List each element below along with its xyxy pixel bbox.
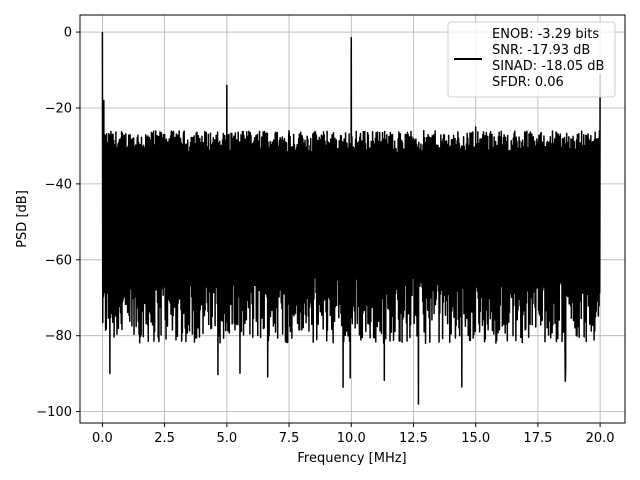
x-tick-label: 5.0: [216, 431, 237, 446]
y-tick-label: −100: [36, 405, 72, 420]
y-tick-label: −60: [45, 253, 72, 268]
y-tick-label: −20: [45, 101, 72, 116]
y-tick-label: −80: [45, 329, 72, 344]
x-tick-label: 17.5: [523, 431, 552, 446]
series-psd: [101, 32, 601, 405]
legend-box: [447, 21, 616, 98]
y-tick-label: −40: [45, 177, 72, 192]
x-tick-label: 2.5: [154, 431, 175, 446]
legend: ENOB: -3.29 bits SNR: -17.93 dB SINAD: -…: [447, 21, 616, 98]
x-axis-ticks: 0.0 2.5 5.0 7.5 10.0 12.5 15.0 17.5 20.0: [92, 423, 615, 446]
legend-snr: SNR: -17.93 dB: [492, 43, 590, 58]
y-axis-ticks: 0 −20 −40 −60 −80 −100: [36, 26, 80, 420]
x-tick-label: 0.0: [92, 431, 113, 446]
x-tick-label: 10.0: [337, 431, 366, 446]
plot-frame: [79, 14, 626, 424]
x-tick-label: 20.0: [586, 431, 615, 446]
legend-enob: ENOB: -3.29 bits: [492, 27, 599, 42]
y-tick-label: 0: [64, 26, 72, 41]
y-axis-label: PSD [dB]: [15, 190, 30, 248]
x-axis-label: Frequency [MHz]: [297, 451, 406, 466]
x-tick-label: 7.5: [279, 431, 300, 446]
legend-sfdr: SFDR: 0.06: [492, 75, 564, 90]
x-tick-label: 15.0: [461, 431, 490, 446]
legend-sinad: SINAD: -18.05 dB: [492, 59, 604, 74]
psd-line: [101, 32, 601, 405]
x-tick-label: 12.5: [399, 431, 428, 446]
